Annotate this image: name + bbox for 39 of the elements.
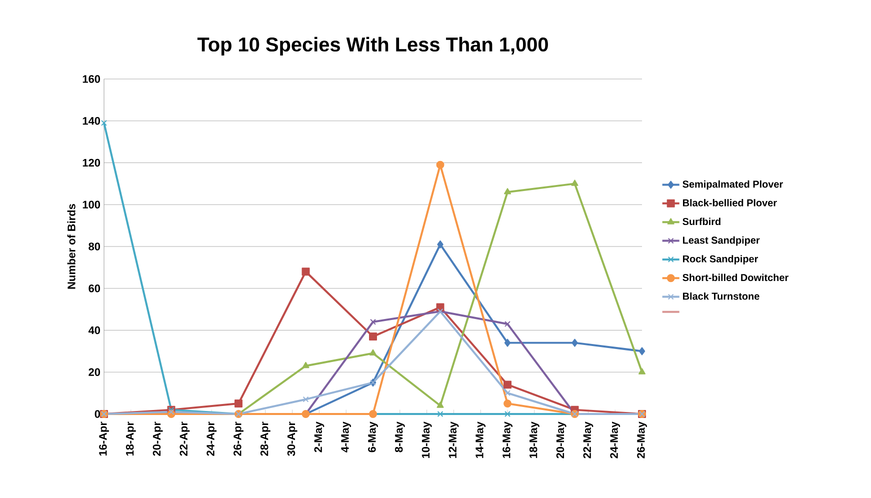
legend-label: Rock Sandpiper (683, 255, 758, 264)
y-tick-label: 80 (88, 242, 100, 250)
x-tick-label: 26-May (637, 422, 647, 458)
x-tick-label: 6-May (368, 422, 378, 452)
x-tick-label: 16-Apr (99, 422, 109, 456)
legend-label: Least Sandpiper (683, 236, 760, 246)
legend-label: Short-billed Dowitcher (682, 274, 788, 282)
y-tick-label: 100 (82, 200, 100, 209)
y-tick-label: 120 (82, 158, 100, 167)
y-tick-label: 40 (88, 326, 100, 334)
legend-label: Surfbird (682, 218, 720, 226)
x-tick-label: 14-May (476, 422, 486, 458)
legend-label: Black Turnstone (683, 292, 760, 300)
y-tick-label: 60 (88, 284, 100, 292)
chart-title: Top 10 Species With Less Than 1,000 (197, 36, 548, 56)
x-tick-label: 20-Apr (152, 422, 163, 456)
x-tick-label: 4-May (341, 422, 351, 452)
y-axis-title: Number of Birds (67, 204, 76, 289)
x-tick-label: 22-Apr (180, 422, 190, 456)
x-tick-label: 18-Apr (126, 422, 136, 456)
x-tick-label: 2-May (314, 422, 324, 452)
legend-label: Black-bellied Plover (683, 199, 777, 206)
x-tick-label: 12-May (448, 422, 459, 458)
x-tick-label: 26-Apr (234, 422, 244, 456)
x-tick-label: 10-May (422, 422, 432, 458)
x-tick-label: 16-May (502, 422, 512, 458)
legend-label: Semipalmated Plover (682, 180, 783, 190)
x-tick-label: 22-May (583, 422, 594, 458)
y-tick-label: 0 (94, 410, 100, 418)
x-tick-label: 18-May (529, 422, 540, 458)
x-tick-label: 20-May (556, 422, 566, 458)
x-tick-label: 28-Apr (260, 422, 270, 456)
y-tick-label: 20 (88, 368, 100, 376)
y-tick-label: 160 (82, 75, 100, 83)
y-tick-label: 140 (82, 117, 100, 125)
x-tick-label: 24-Apr (206, 422, 217, 456)
x-tick-label: 30-Apr (287, 422, 298, 456)
x-tick-label: 24-May (610, 422, 620, 458)
x-tick-label: 8-May (394, 422, 405, 452)
